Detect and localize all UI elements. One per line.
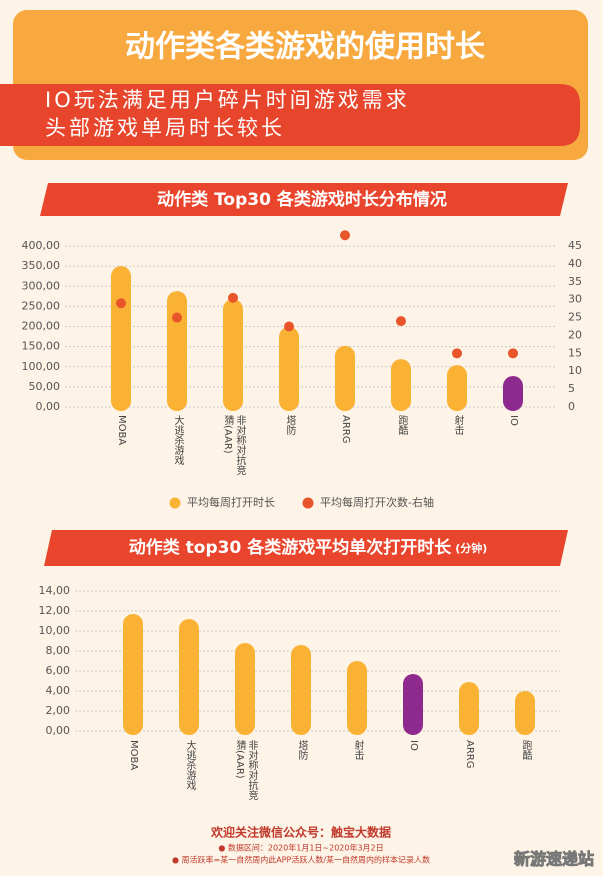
dot (508, 348, 518, 359)
y2-tick-label: 30 (568, 293, 582, 306)
x-tick-label: 射击 (352, 740, 363, 760)
x-tick-label: 塔防 (296, 740, 307, 760)
subtitle-line: IO玩法满足用户碎片时间游戏需求 (45, 88, 410, 112)
x-tick-label: ARRG (464, 740, 475, 769)
bar (111, 266, 131, 411)
bar (123, 614, 143, 735)
footer-title: 欢迎关注微信公众号：触宝大数据 (210, 825, 391, 840)
header-title: 动作类各类游戏的使用时长 (125, 30, 485, 65)
y-tick-label: 250,00 (22, 299, 61, 312)
x-tick-label: MOBA (116, 415, 127, 446)
y-tick-label: 150,00 (22, 340, 61, 353)
chart-title: 动作类 top30 各类游戏平均单次打开时长 (129, 537, 452, 558)
dot (228, 292, 238, 303)
dot (284, 321, 294, 332)
bar (447, 365, 467, 411)
y2-tick-label: 0 (568, 400, 575, 413)
legend-swatch (302, 497, 314, 509)
y-tick-label: 300,00 (22, 279, 61, 292)
chart-title: 动作类 Top30 各类游戏时长分布情况 (157, 189, 447, 210)
dot (340, 230, 350, 241)
subtitle-line: 头部游戏单局时长较长 (45, 116, 285, 140)
y-tick-label: 14,00 (39, 584, 71, 597)
y2-tick-label: 20 (568, 328, 582, 341)
bar (347, 661, 367, 735)
subtitle-banner (0, 84, 580, 146)
bar (291, 645, 311, 735)
x-tick-label: ARRG (340, 415, 351, 444)
bar (167, 291, 187, 411)
x-tick-label: MOBA (128, 740, 139, 771)
watermark: 新游速递站 (514, 850, 594, 869)
y2-tick-label: 25 (568, 311, 582, 324)
y-tick-label: 200,00 (22, 320, 61, 333)
y-tick-label: 50,00 (29, 380, 61, 393)
y-tick-label: 100,00 (22, 360, 61, 373)
footer-note: ● 周活跃率=某一自然周内此APP活跃人数/某一自然周内的样本记录人数 (172, 855, 430, 865)
legend-swatch (169, 497, 181, 509)
legend-label: 平均每周打开时长 (187, 495, 275, 509)
x-tick-label: 射击 (452, 415, 463, 435)
footer-note: ● 数据区间：2020年1月1日~2020年3月2日 (218, 843, 383, 853)
bar (459, 682, 479, 735)
x-tick-label: 跑酷 (520, 740, 531, 760)
x-tick-label: IO (408, 740, 419, 751)
bar (515, 691, 535, 735)
x-tick-label: IO (508, 415, 519, 426)
x-tick-label: 跑酷 (396, 415, 407, 435)
bar (223, 299, 243, 411)
dot (116, 298, 126, 309)
y-tick-label: 6,00 (46, 664, 71, 677)
chart-title-banner (40, 183, 568, 216)
y-tick-label: 8,00 (46, 644, 71, 657)
y-tick-label: 4,00 (46, 684, 71, 697)
x-tick-label: 塔防 (284, 415, 295, 435)
bar (235, 643, 255, 735)
bar (403, 674, 423, 735)
x-tick-label: 非对称对抗竞猜(AAR) (222, 415, 245, 475)
dot (172, 312, 182, 323)
bar (503, 376, 523, 411)
chart-title-unit: (分钟) (455, 541, 487, 555)
y-tick-label: 350,00 (22, 259, 61, 272)
bar (279, 326, 299, 411)
y-tick-label: 400,00 (22, 239, 61, 252)
x-tick-label: 非对称对抗竞猜(AAR) (234, 740, 257, 800)
bar (179, 619, 199, 735)
y2-tick-label: 10 (568, 364, 582, 377)
bar (335, 345, 355, 411)
legend-label: 平均每周打开次数-右轴 (320, 495, 434, 509)
y-tick-label: 10,00 (39, 624, 71, 637)
y2-tick-label: 15 (568, 346, 582, 359)
y2-tick-label: 5 (568, 382, 575, 395)
y-tick-label: 2,00 (46, 704, 71, 717)
y2-tick-label: 35 (568, 275, 582, 288)
y-tick-label: 12,00 (39, 604, 71, 617)
x-tick-label: 大逃杀游戏 (172, 415, 183, 465)
dot (396, 316, 406, 327)
x-tick-label: 大逃杀游戏 (184, 740, 195, 790)
y-tick-label: 0,00 (46, 724, 71, 737)
dot (452, 348, 462, 359)
chart-title-banner (44, 530, 568, 566)
y2-tick-label: 45 (568, 239, 582, 252)
y2-tick-label: 40 (568, 257, 582, 270)
bar (391, 359, 411, 411)
y-tick-label: 0,00 (36, 400, 61, 413)
